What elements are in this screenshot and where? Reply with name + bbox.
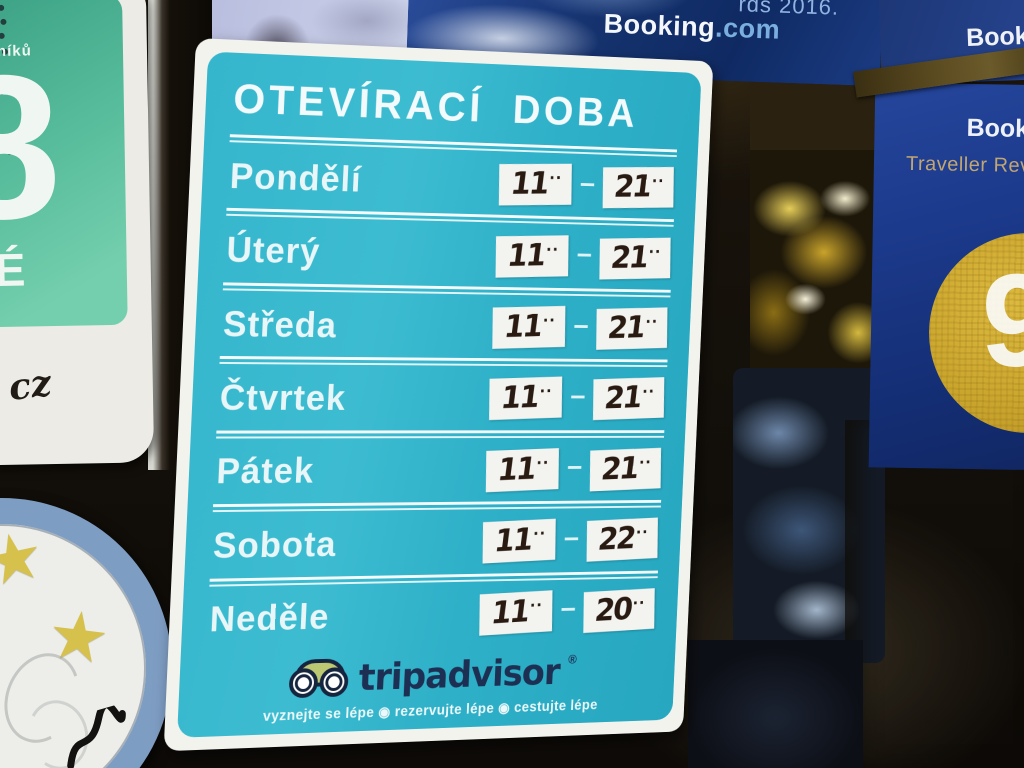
green-sticker-big-digit: 8 xyxy=(0,31,63,263)
tripadvisor-owl-icon xyxy=(288,658,351,705)
opening-time: 11·· xyxy=(492,305,566,349)
opening-time: 11·· xyxy=(482,518,557,564)
closing-time: 21·· xyxy=(596,307,668,350)
opening-hours-panel: OTEVÍRACÍ DOBA Pondělí 11·· – 21·· Úterý… xyxy=(177,51,702,738)
perforation-dot xyxy=(0,4,5,11)
time-range: 11·· – 20·· xyxy=(479,587,655,636)
booking-award-sticker: Book Traveller Rev 9 xyxy=(868,82,1024,471)
day-label: Pátek xyxy=(215,450,316,492)
marker-scribble-icon xyxy=(67,702,126,768)
time-dash: – xyxy=(569,379,587,412)
car-reflection xyxy=(733,368,885,663)
award-score-medallion: 9 xyxy=(927,231,1024,435)
time-dash: – xyxy=(579,166,596,199)
web-domain-fragment: cz xyxy=(6,361,54,410)
dark-reflection xyxy=(688,640,863,768)
time-range: 11·· – 21·· xyxy=(489,376,665,421)
day-label: Pondělí xyxy=(229,154,363,200)
sign-footer: tripadvisor ® vyznejte se lépe ◉ rezervu… xyxy=(203,648,654,727)
opening-time: 11·· xyxy=(495,234,569,278)
day-label: Čtvrtek xyxy=(218,376,347,418)
day-label: Sobota xyxy=(212,523,338,566)
opening-time: 11·· xyxy=(489,376,563,421)
time-range: 11·· – 21·· xyxy=(485,447,662,493)
time-dash: – xyxy=(560,592,577,624)
time-range: 11·· – 21·· xyxy=(498,163,674,209)
window-frame-right-reflection xyxy=(845,420,1024,768)
tripadvisor-logo: tripadvisor ® xyxy=(288,650,577,705)
registered-mark: ® xyxy=(567,651,578,667)
closing-time: 21·· xyxy=(592,377,665,421)
tripadvisor-wordmark: tripadvisor xyxy=(357,651,561,699)
day-label: Neděle xyxy=(208,596,331,640)
time-range: 11·· – 22·· xyxy=(482,517,658,564)
opening-hours-row: Úterý 11·· – 21·· xyxy=(223,217,673,290)
perforation-dot xyxy=(0,18,7,25)
green-sticker-panel: níků 8 É xyxy=(0,0,128,328)
booking-logo-fragment: Book xyxy=(966,113,1024,143)
green-sticker-letter-fragment: É xyxy=(0,243,26,297)
opening-hours-row: Čtvrtek 11·· – 21·· xyxy=(216,365,667,430)
closing-time: 21·· xyxy=(602,167,674,209)
opening-time: 11·· xyxy=(486,447,560,493)
opening-time: 11·· xyxy=(479,589,553,636)
day-label: Úterý xyxy=(225,228,322,272)
sign-title: OTEVÍRACÍ DOBA xyxy=(232,74,640,136)
closing-time: 22·· xyxy=(586,517,658,563)
closing-time: 21·· xyxy=(589,447,662,492)
award-year-fragment: rds 2016. xyxy=(738,0,840,20)
traveller-review-label: Traveller Rev xyxy=(905,152,1024,178)
time-dash: – xyxy=(566,450,583,483)
award-score: 9 xyxy=(979,246,1024,395)
time-dash: – xyxy=(563,521,580,554)
opening-hours-row: Sobota 11·· – 22·· xyxy=(210,508,661,578)
green-partial-sticker: níků 8 É cz xyxy=(0,0,155,466)
time-dash: – xyxy=(572,308,590,341)
time-dash: – xyxy=(576,237,593,270)
opening-hours-row: Pátek 11·· – 21·· xyxy=(213,438,664,504)
opening-hours-row: Neděle 11·· – 20·· xyxy=(206,579,657,653)
day-label: Středa xyxy=(222,302,338,345)
opening-hours-sign: OTEVÍRACÍ DOBA Pondělí 11·· – 21·· Úterý… xyxy=(163,38,714,752)
golden-trees-reflection xyxy=(750,58,882,393)
time-range: 11·· – 21·· xyxy=(495,234,671,280)
opening-time: 11·· xyxy=(499,163,573,206)
time-range: 11·· – 21·· xyxy=(492,305,668,350)
opening-hours-row: Středa 11·· – 21·· xyxy=(220,291,671,360)
closing-time: 20·· xyxy=(583,587,655,633)
closing-time: 21·· xyxy=(599,237,671,280)
